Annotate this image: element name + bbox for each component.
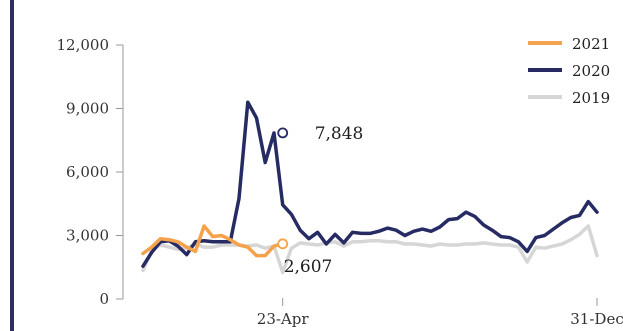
x-tick-label: 23-Apr: [257, 310, 310, 328]
axes: 0 3,000 6,000 9,000 12,000 23-Apr 31-Dec: [57, 36, 624, 328]
legend-label-2019: 2019: [572, 89, 610, 107]
x-tick-label: 31-Dec: [570, 310, 623, 328]
annotation-marker-2021: [277, 238, 289, 250]
annotation-label-2021: 2,607: [284, 257, 333, 277]
series-line-2020: [141, 100, 599, 268]
series-line-2021: [141, 224, 285, 258]
series-line-2019: [141, 224, 599, 275]
series-lines: [141, 100, 599, 275]
legend: 2021 2020 2019: [528, 35, 610, 107]
annotation-marker-2020: [277, 127, 289, 139]
y-tick-label: 9,000: [66, 100, 109, 118]
y-tick-label: 0: [99, 290, 109, 308]
legend-label-2021: 2021: [572, 35, 610, 53]
annotations: 7,848 2,607: [277, 124, 364, 277]
y-tick-label: 3,000: [66, 227, 109, 245]
legend-label-2020: 2020: [572, 62, 610, 80]
left-accent-bar: [10, 0, 14, 331]
y-tick-label: 6,000: [66, 163, 109, 181]
annotation-label-2020: 7,848: [315, 124, 364, 144]
y-tick-label: 12,000: [57, 36, 110, 54]
